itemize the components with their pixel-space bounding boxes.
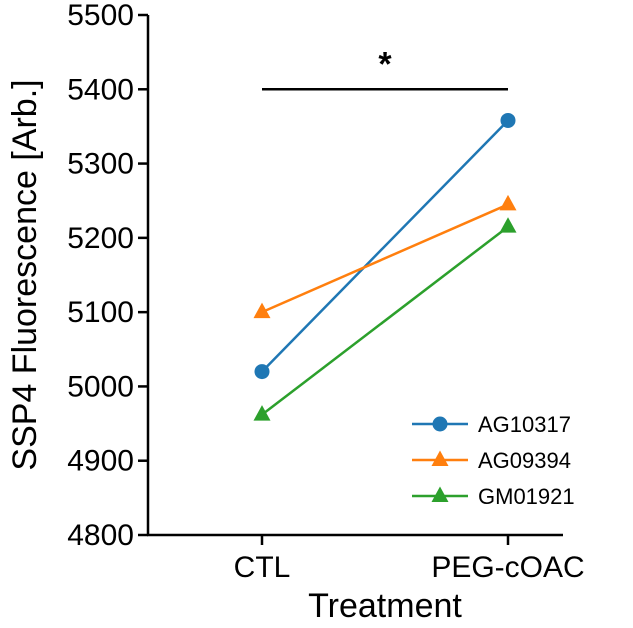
significance-marker: *	[378, 45, 392, 83]
legend-marker	[431, 486, 449, 502]
y-tick-label: 4900	[67, 445, 134, 478]
y-tick-label: 5500	[67, 0, 134, 32]
legend: AG10317 AG09394 GM01921	[412, 412, 575, 509]
legend-item-ag10317: AG10317	[412, 412, 571, 437]
y-tick-label: 5000	[67, 370, 134, 403]
legend-label: GM01921	[478, 484, 575, 509]
y-tick-label: 5300	[67, 148, 134, 181]
legend-label: AG09394	[478, 448, 571, 473]
legend-marker	[432, 416, 448, 432]
significance-annotation: *	[262, 45, 508, 91]
y-tick-label: 4800	[67, 519, 134, 552]
data-point-ag09394-ctl	[253, 302, 271, 319]
series-ag10317	[254, 112, 516, 380]
data-point-gm01921-ctl	[253, 405, 271, 421]
x-axis-ticks: CTL PEG-cOAC	[234, 535, 585, 584]
x-tick-label: PEG-cOAC	[431, 551, 584, 584]
y-tick-label: 5400	[67, 73, 134, 106]
legend-marker	[431, 450, 449, 466]
legend-item-gm01921: GM01921	[412, 484, 575, 509]
y-tick-label: 5100	[67, 296, 134, 329]
series-line-gm01921	[261, 225, 509, 416]
series-ag09394	[253, 194, 517, 319]
y-axis-ticks: 4800 4900 5000 5100 5200 5300 5400 5500	[67, 0, 148, 552]
y-axis-title: SSP4 Fluorescence [Arb.]	[6, 79, 44, 470]
data-point-ag09394-peg-coac	[499, 194, 517, 211]
x-axis-title: Treatment	[308, 587, 462, 623]
legend-item-ag09394: AG09394	[412, 448, 571, 473]
data-point-gm01921-peg-coac	[499, 217, 517, 233]
x-tick-label: CTL	[234, 551, 291, 584]
legend-label: AG10317	[478, 412, 571, 437]
series-gm01921	[253, 217, 517, 421]
series-line-ag09394	[261, 203, 509, 314]
series-line-ag10317	[261, 119, 509, 373]
series-layer	[253, 112, 517, 421]
data-point-ag10317-peg-coac	[500, 112, 516, 128]
data-point-ag10317-ctl	[254, 364, 270, 380]
y-tick-label: 5200	[67, 222, 134, 255]
